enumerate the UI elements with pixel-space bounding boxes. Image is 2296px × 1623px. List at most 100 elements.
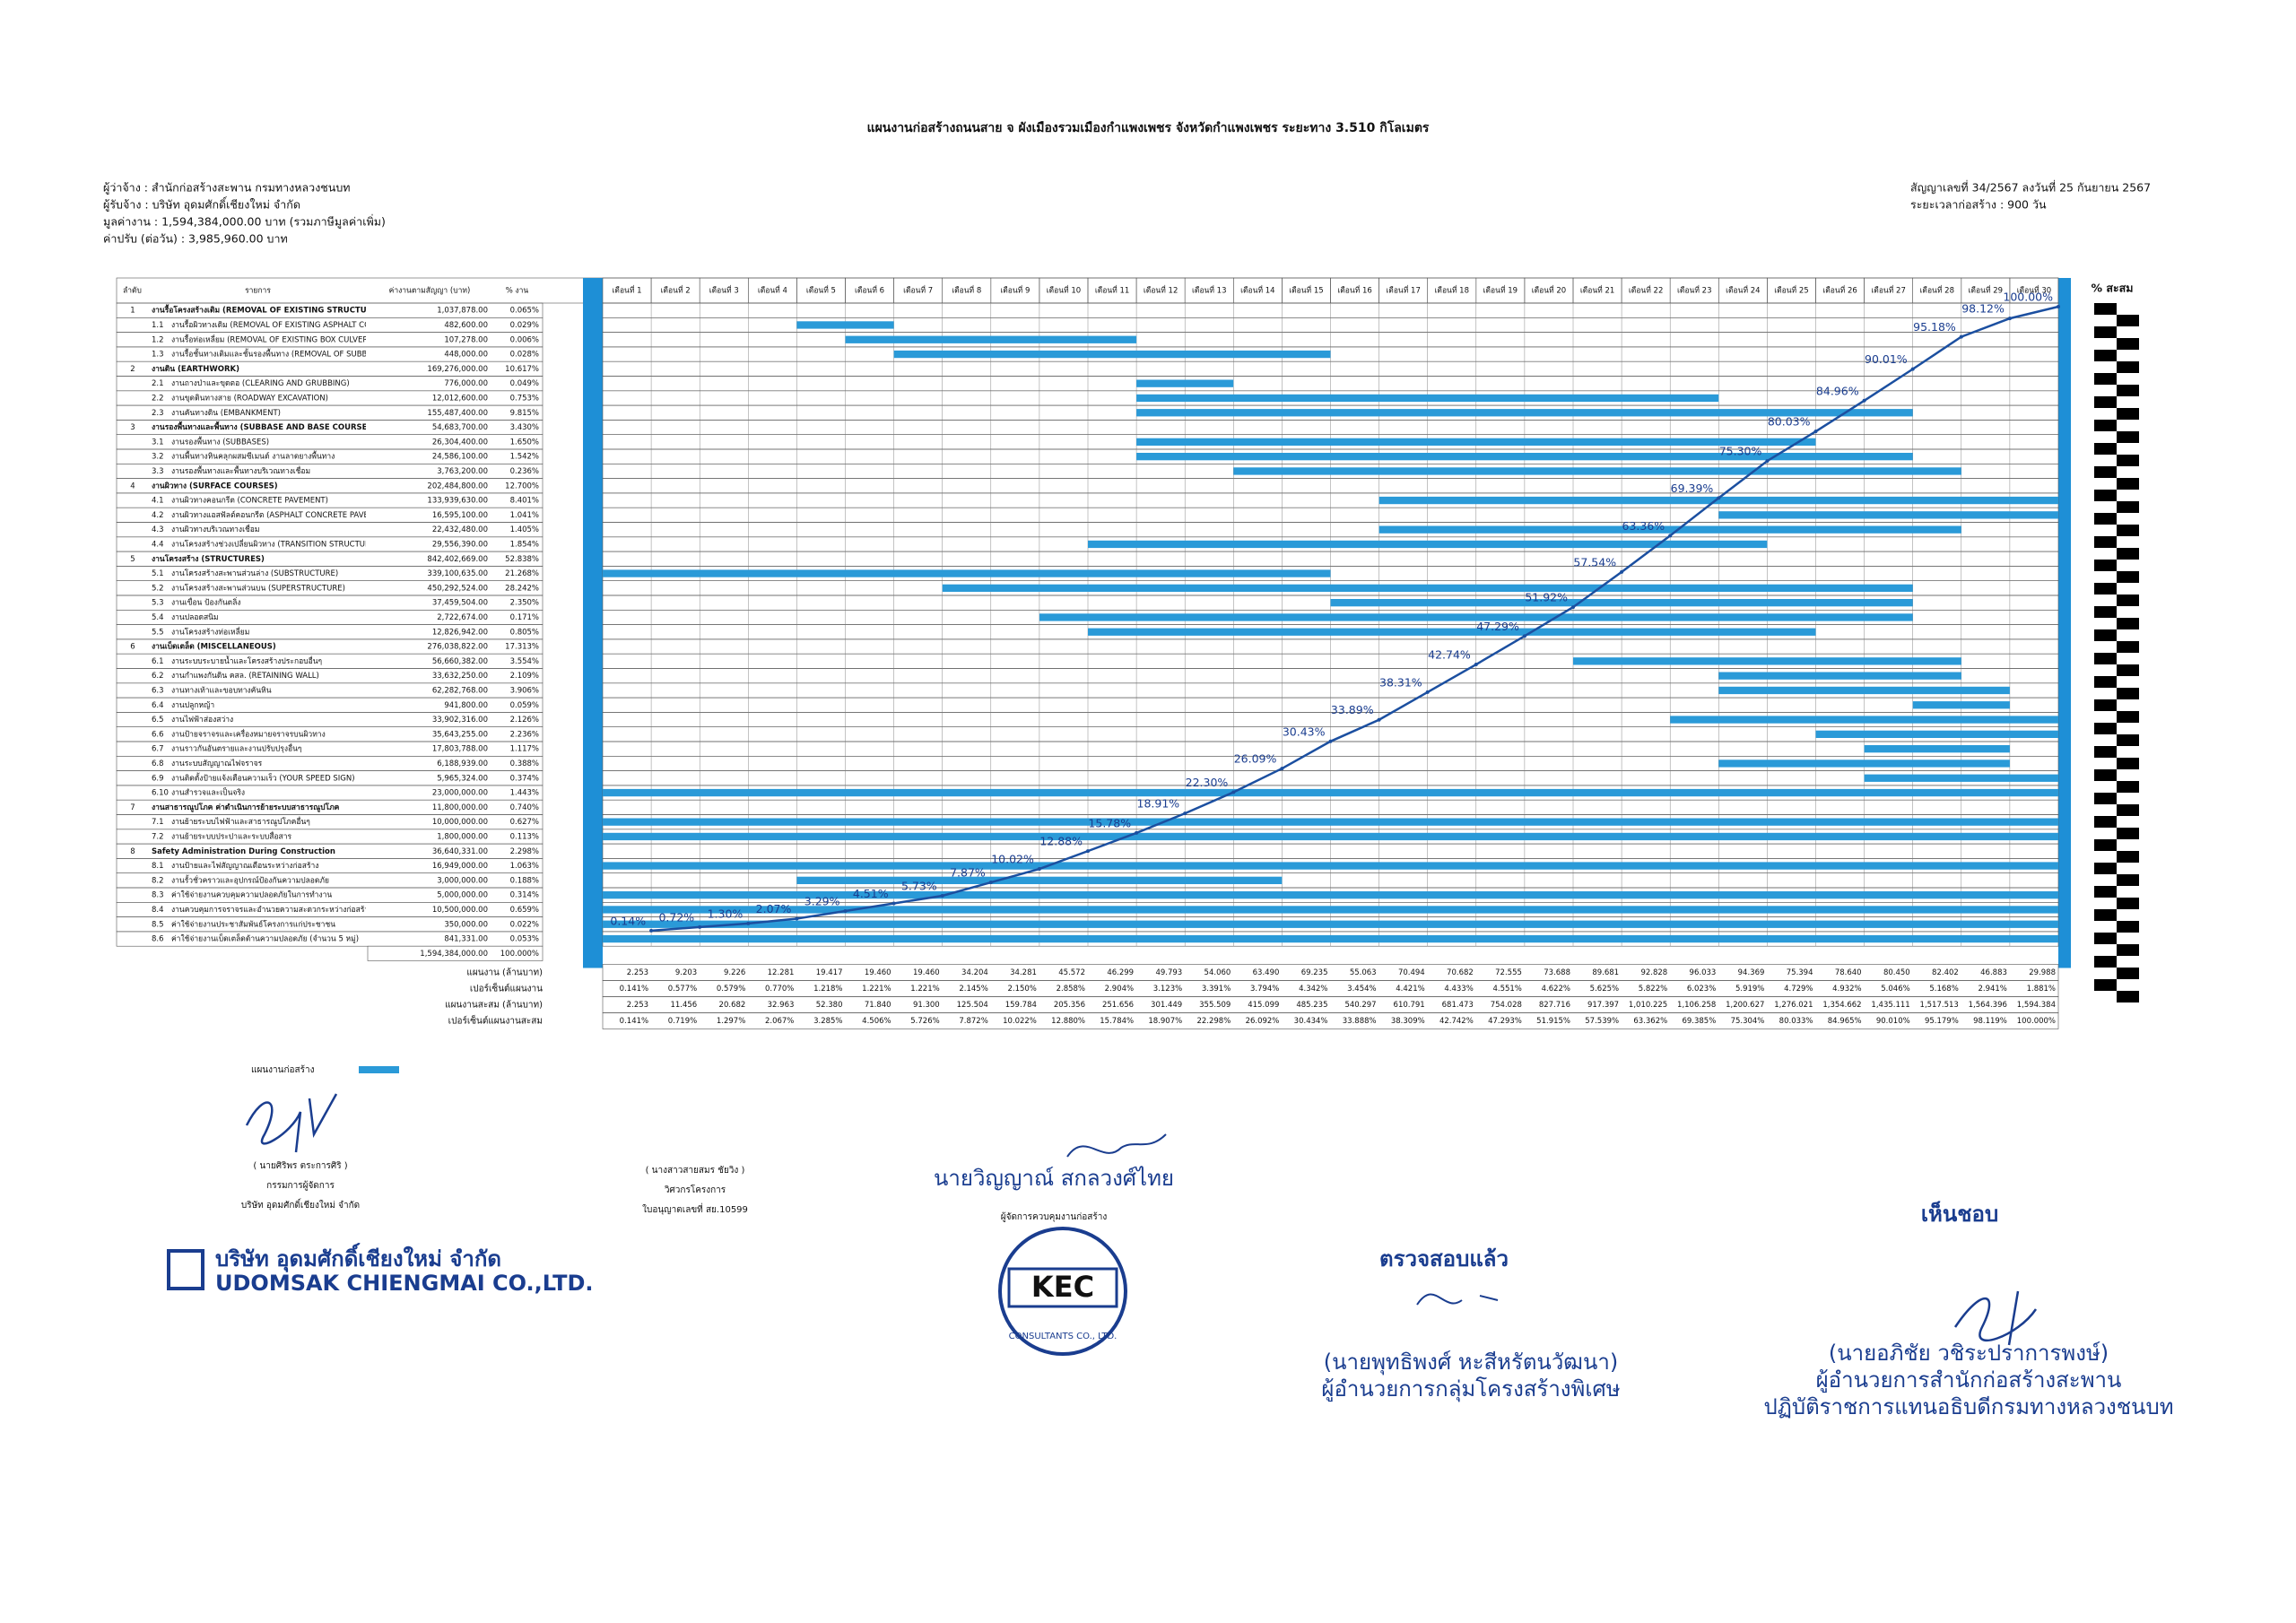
s-curve-label: 95.18% — [1913, 320, 1956, 334]
summary-value: 82.402 — [1932, 968, 1959, 977]
row-pct: 1.041% — [510, 511, 539, 520]
row-no: 1.2 — [152, 335, 164, 344]
row-amount: 3,000,000.00 — [437, 876, 488, 885]
row-pct: 2.298% — [510, 847, 539, 856]
signer-title: ผู้อำนวยการกลุ่มโครงสร้างพิเศษ — [1321, 1376, 1620, 1402]
row-no: 5.3 — [152, 599, 164, 608]
schedule-bar — [603, 569, 1331, 577]
row-pct: 0.236% — [510, 467, 539, 476]
row-name: งานควบคุมการจราจรและอำนวยความสะดวกระหว่า… — [171, 905, 372, 915]
s-curve-point — [1571, 605, 1575, 610]
checker — [2094, 956, 2117, 968]
schedule-bar — [1573, 657, 1961, 665]
row-no: 6.5 — [152, 716, 164, 725]
checker — [2117, 734, 2139, 746]
schedule-bar — [1670, 716, 2058, 724]
signer-name: (นายอภิชัย วชิระปราการพงษ์) — [1829, 1341, 2109, 1366]
month-header: เดือนที่ 9 — [1000, 285, 1030, 296]
summary-value: 51.915% — [1536, 1017, 1570, 1026]
row-no: 3.2 — [152, 453, 164, 462]
row-amount: 17,803,788.00 — [432, 745, 488, 754]
summary-value: 1,517.513 — [1920, 1001, 1959, 1010]
row-pct: 0.053% — [510, 935, 539, 944]
row-amount: 11,800,000.00 — [432, 803, 488, 812]
row-name: งานกำแพงกันดิน คสล. (RETAINING WALL) — [171, 672, 319, 681]
row-amount: 23,000,000.00 — [432, 789, 488, 798]
month-header: เดือนที่ 29 — [1969, 285, 2003, 296]
summary-value: 34.204 — [961, 968, 988, 977]
row-pct: 2.126% — [510, 716, 539, 725]
row-pct: 52.838% — [505, 555, 539, 564]
row-name: งานสาธารณูปโภค ค่าดำเนินการย้ายระบบสาธาร… — [152, 803, 340, 812]
summary-value: 415.099 — [1248, 1001, 1279, 1010]
checker — [2117, 595, 2139, 606]
month-header: เดือนที่ 28 — [1920, 285, 1954, 296]
checker — [2094, 979, 2117, 991]
row-amount: 350,000.00 — [444, 920, 488, 929]
summary-value: 78.640 — [1835, 968, 1862, 977]
checker — [2094, 536, 2117, 548]
row-amount: 482,600.00 — [444, 321, 488, 330]
checker — [2117, 525, 2139, 536]
column-header: % งาน — [506, 287, 529, 296]
row-no: 7.1 — [152, 818, 164, 827]
s-curve-label: 0.14% — [610, 914, 646, 927]
header-right: ระยะเวลาก่อสร้าง : 900 วัน — [1910, 198, 2047, 212]
signature-scribble — [1416, 1293, 1499, 1306]
summary-value: 30.434% — [1294, 1017, 1328, 1026]
summary-value: 46.299 — [1107, 968, 1134, 977]
row-no: 2 — [130, 365, 135, 374]
row-name: ค่าใช้จ่ายงานควบคุมความปลอดภัยในการทำงาน — [171, 890, 332, 900]
row-name: งานระบบสัญญาณไฟจราจร — [171, 759, 263, 768]
row-name: งานโครงสร้างช่วงเปลี่ยนผิวทาง (TRANSITIO… — [171, 538, 378, 549]
s-curve-label: 15.78% — [1088, 816, 1131, 829]
row-amount: 276,038,822.00 — [427, 643, 488, 652]
schedule-bar — [1864, 774, 2058, 782]
summary-value: 91.300 — [913, 1001, 940, 1010]
row-pct: 28.242% — [505, 584, 539, 593]
month-header: เดือนที่ 10 — [1047, 285, 1081, 296]
summary-value: 0.577% — [668, 985, 697, 994]
schedule-bar — [1039, 613, 1913, 621]
summary-value: 71.840 — [865, 1001, 891, 1010]
summary-value: 32.963 — [768, 1001, 795, 1010]
row-name: งานโครงสร้าง (STRUCTURES) — [152, 554, 265, 564]
checker — [2117, 781, 2139, 793]
s-curve-point — [1668, 534, 1673, 538]
summary-value: 69.385% — [1682, 1017, 1716, 1026]
summary-value: 57.539% — [1585, 1017, 1619, 1026]
schedule-bar — [603, 906, 2058, 914]
summary-value: 6.023% — [1687, 985, 1716, 994]
checker — [2117, 618, 2139, 629]
summary-value: 1,354.662 — [1822, 1001, 1861, 1010]
row-pct: 1.405% — [510, 525, 539, 534]
schedule-bar — [603, 862, 2058, 870]
summary-value: 355.509 — [1199, 1001, 1231, 1010]
s-curve-label: 30.43% — [1283, 725, 1326, 738]
s-curve-point — [2057, 305, 2060, 308]
checker — [2117, 874, 2139, 886]
s-curve-point — [746, 921, 751, 925]
summary-value: 5.625% — [1590, 985, 1619, 994]
month-header: เดือนที่ 4 — [758, 285, 787, 296]
summary-value: 2.145% — [959, 985, 987, 994]
signer-name: ( นางสาวสายสมร ชัยวิง ) — [646, 1166, 745, 1176]
row-amount: 16,949,000.00 — [432, 862, 488, 871]
summary-value: 4.622% — [1542, 985, 1570, 994]
row-no: 6.9 — [152, 774, 164, 783]
stamp-box — [1007, 1267, 1118, 1308]
row-no: 6.7 — [152, 745, 164, 754]
summary-value: 610.791 — [1394, 1001, 1425, 1010]
summary-value: 1,200.627 — [1726, 1001, 1764, 1010]
row-name: งานรองพื้นทาง (SUBBASES) — [171, 436, 269, 447]
row-amount: 1,037,878.00 — [437, 307, 488, 316]
summary-value: 12.880% — [1051, 1017, 1085, 1026]
checker — [2094, 933, 2117, 944]
summary-value: 84.965% — [1828, 1017, 1862, 1026]
row-no: 5.4 — [152, 613, 164, 622]
signer-name: ( นายศิริพร ตระการศิริ ) — [253, 1161, 347, 1171]
summary-value: 18.907% — [1148, 1017, 1182, 1026]
checker — [2094, 769, 2117, 781]
s-curve-label: 33.89% — [1331, 703, 1374, 716]
row-amount: 841,331.00 — [444, 935, 488, 944]
